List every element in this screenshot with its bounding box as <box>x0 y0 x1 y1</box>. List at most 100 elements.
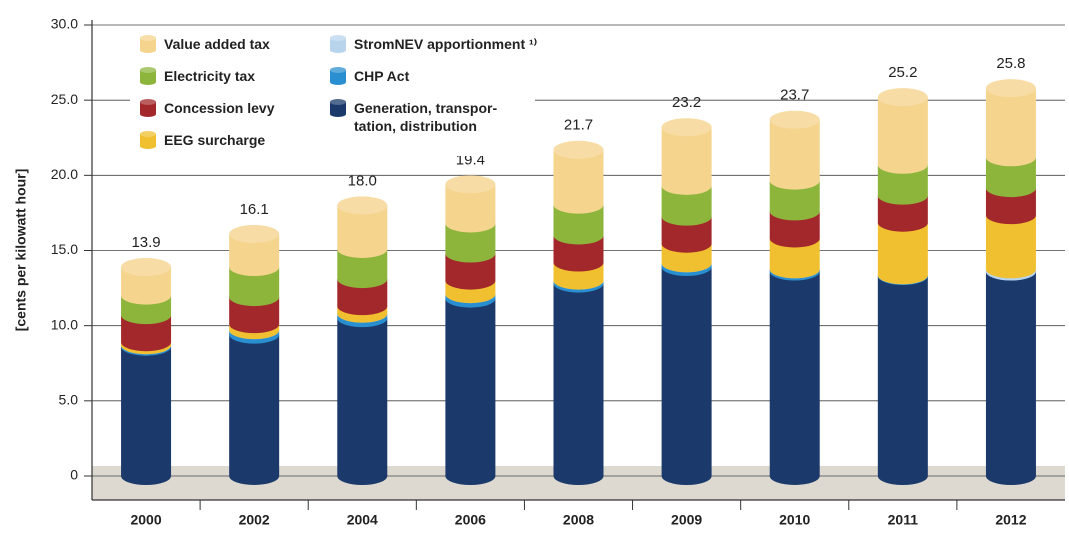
bar-segment <box>985 188 1036 225</box>
bar-segment <box>661 185 712 226</box>
bar-segment <box>985 88 1036 167</box>
legend-swatch <box>140 70 156 82</box>
bar-segment <box>445 253 496 290</box>
cylinder-cap <box>877 88 928 107</box>
x-tick-label: 2010 <box>779 512 810 528</box>
x-tick-label: 2006 <box>455 512 486 528</box>
bar-segment <box>121 267 172 305</box>
bar-segment <box>445 298 496 485</box>
bar-segment <box>229 233 280 277</box>
legend-swatch <box>140 134 156 146</box>
y-tick-label: 10.0 <box>51 316 78 332</box>
x-tick-label: 2000 <box>130 512 161 528</box>
y-tick-label: 30.0 <box>51 16 78 32</box>
legend-swatch-cap <box>140 35 156 41</box>
bar-segment <box>769 271 820 485</box>
legend-swatch-cap <box>330 99 346 105</box>
total-label: 13.9 <box>131 234 160 251</box>
y-tick-label: 5.0 <box>59 392 79 408</box>
legend-swatch-cap <box>330 35 346 41</box>
legend-swatch-base <box>330 47 346 53</box>
legend-swatch <box>330 70 346 82</box>
bar-segment <box>337 318 388 485</box>
x-tick-label: 2009 <box>671 512 702 528</box>
legend-label: CHP Act <box>354 68 410 84</box>
y-tick-label: 20.0 <box>51 166 78 182</box>
y-tick-label: 15.0 <box>51 241 78 257</box>
bar-segment <box>769 238 820 279</box>
legend-swatch-base <box>140 47 156 53</box>
legend-swatch <box>140 102 156 114</box>
bar-segment <box>877 276 928 485</box>
total-label: 25.2 <box>888 64 917 81</box>
total-label: 21.7 <box>564 117 593 134</box>
x-tick-label: 2002 <box>239 512 270 528</box>
bar-segment <box>337 205 388 258</box>
bar-segment <box>337 248 388 289</box>
x-tick-label: 2008 <box>563 512 594 528</box>
legend-swatch-base <box>140 143 156 149</box>
x-tick-label: 2011 <box>888 512 919 528</box>
bar-segment <box>661 127 712 195</box>
bar-segment <box>553 283 604 485</box>
y-tick-label: 0 <box>70 467 78 483</box>
bar-segment <box>553 149 604 214</box>
legend-swatch-cap <box>140 67 156 73</box>
bar-segment <box>229 267 280 307</box>
bar-segment <box>985 271 1036 485</box>
cylinder-cap <box>985 79 1036 98</box>
bar-segment <box>877 195 928 232</box>
legend-item: StromNEV apportionment ¹⁾ <box>354 36 538 52</box>
bar-segment <box>445 223 496 263</box>
bar-segment <box>985 157 1036 198</box>
legend-item: CHP Act <box>354 68 410 84</box>
legend-label: StromNEV apportionment ¹⁾ <box>354 36 538 52</box>
bar-segment <box>769 119 820 190</box>
legend-swatch-cap <box>140 131 156 137</box>
legend-swatch-base <box>330 111 346 117</box>
legend-swatch-base <box>330 79 346 85</box>
legend-swatch <box>330 102 346 114</box>
cylinder-cap <box>445 175 496 194</box>
cylinder-cap <box>229 224 280 243</box>
legend-label: Generation, transpor-tation, distributio… <box>354 100 498 134</box>
bar-segment <box>553 235 604 272</box>
bar-segment <box>661 267 712 485</box>
total-label: 16.1 <box>240 201 269 218</box>
bar-segment <box>229 334 280 485</box>
legend-label: EEG surcharge <box>164 132 266 148</box>
bar-segment <box>445 184 496 233</box>
y-tick-label: 25.0 <box>51 91 78 107</box>
legend-item: Electricity tax <box>164 68 256 84</box>
legend-swatch-cap <box>140 99 156 105</box>
cylinder-cap <box>337 196 388 215</box>
bar-segment <box>337 279 388 316</box>
legend-swatch-base <box>140 111 156 117</box>
legend-swatch <box>330 38 346 50</box>
total-label: 25.8 <box>996 55 1025 72</box>
bar-segment <box>229 297 280 334</box>
legend-item: Generation, transpor-tation, distributio… <box>354 100 498 134</box>
bar-segment <box>121 315 172 352</box>
legend-item: Concession levy <box>164 100 275 116</box>
bar-segment <box>661 216 712 253</box>
total-label: 23.7 <box>780 87 809 104</box>
legend-swatch-base <box>140 79 156 85</box>
cylinder-cap <box>553 140 604 159</box>
bar-segment <box>877 164 928 205</box>
y-axis-label: [cents per kilowatt hour] <box>13 169 29 332</box>
cylinder-cap <box>661 118 712 137</box>
legend-label: Value added tax <box>164 36 270 52</box>
x-tick-label: 2012 <box>995 512 1026 528</box>
total-label: 18.0 <box>348 172 377 189</box>
cylinder-cap <box>769 110 820 129</box>
bar-segment <box>769 180 820 221</box>
total-label: 23.2 <box>672 94 701 111</box>
legend-item: EEG surcharge <box>164 132 266 148</box>
bar-segment <box>985 215 1036 279</box>
bar-segment <box>877 222 928 285</box>
legend-label: Electricity tax <box>164 68 256 84</box>
bar-segment <box>769 211 820 248</box>
